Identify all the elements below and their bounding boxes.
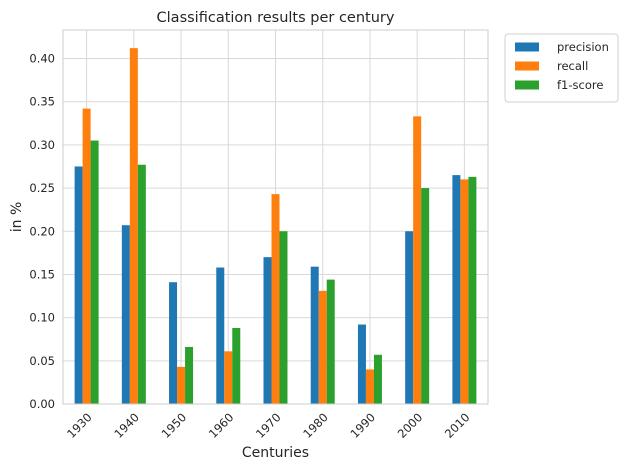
legend-label-f1-score: f1-score bbox=[557, 78, 603, 92]
legend-label-recall: recall bbox=[557, 59, 588, 73]
bar-series-group bbox=[74, 48, 477, 404]
bar-recall-1950 bbox=[177, 366, 186, 404]
bar-recall-1930 bbox=[82, 108, 91, 404]
y-tick-label: 0.20 bbox=[29, 224, 55, 238]
bar-precision-2000 bbox=[405, 231, 414, 404]
legend-swatch-f1-score bbox=[515, 80, 539, 90]
bar-precision-1930 bbox=[74, 166, 83, 404]
y-tick-label: 0.05 bbox=[29, 354, 55, 368]
y-tick-label: 0.30 bbox=[29, 138, 55, 152]
bar-recall-2010 bbox=[460, 179, 469, 404]
bar-precision-1950 bbox=[169, 282, 178, 404]
bar-f1-score-1990 bbox=[373, 354, 382, 404]
y-tick-label: 0.25 bbox=[29, 181, 55, 195]
y-tick-label: 0.35 bbox=[29, 95, 55, 109]
bar-precision-1970 bbox=[263, 257, 272, 404]
bar-precision-1990 bbox=[357, 324, 366, 404]
y-tick-label: 0.10 bbox=[29, 311, 55, 325]
bar-f1-score-1960 bbox=[232, 327, 241, 404]
bar-f1-score-2010 bbox=[468, 176, 477, 404]
bar-recall-1990 bbox=[365, 369, 374, 404]
bar-precision-1960 bbox=[216, 267, 225, 404]
bar-f1-score-2000 bbox=[421, 188, 430, 404]
x-axis-label: Centuries bbox=[242, 445, 309, 461]
y-tick-label: 0.40 bbox=[29, 52, 55, 66]
legend-swatch-recall bbox=[515, 61, 539, 71]
bar-f1-score-1980 bbox=[326, 279, 335, 404]
bar-recall-1970 bbox=[271, 194, 280, 404]
bar-f1-score-1940 bbox=[137, 164, 146, 404]
plot-frame bbox=[62, 29, 489, 405]
bar-recall-1960 bbox=[224, 351, 233, 404]
bar-f1-score-1950 bbox=[185, 346, 194, 404]
bar-recall-1980 bbox=[318, 290, 327, 404]
y-tick-label: 0.15 bbox=[29, 267, 55, 281]
bar-f1-score-1970 bbox=[279, 231, 288, 404]
y-axis-label: in % bbox=[9, 202, 25, 233]
legend: precision recall f1-score bbox=[504, 33, 619, 103]
bar-f1-score-1930 bbox=[90, 140, 99, 404]
legend-label-precision: precision bbox=[557, 40, 609, 54]
legend-swatch-precision bbox=[515, 42, 539, 52]
bar-precision-1940 bbox=[121, 225, 130, 404]
chart-title: Classification results per century bbox=[157, 10, 395, 26]
bar-recall-2000 bbox=[413, 116, 422, 404]
bar-recall-1940 bbox=[129, 48, 138, 404]
bar-precision-1980 bbox=[310, 266, 319, 404]
bar-precision-2010 bbox=[452, 175, 461, 404]
y-axis-ticks: 0.00 0.05 0.10 0.15 0.20 0.25 0.30 0.35 0.40 bbox=[29, 52, 55, 411]
y-tick-label: 0.00 bbox=[29, 397, 55, 411]
